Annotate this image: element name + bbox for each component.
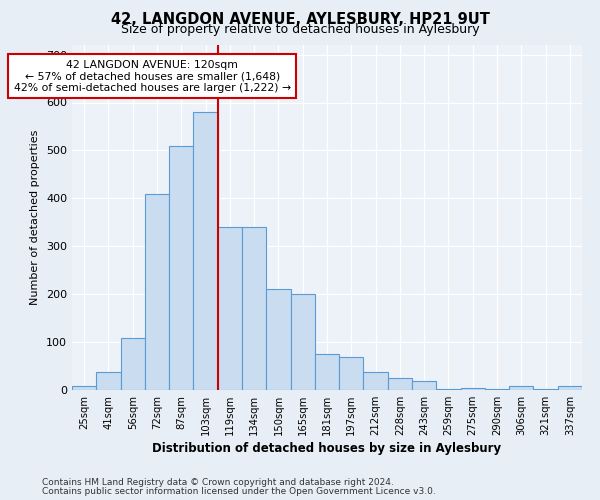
Bar: [266, 290, 290, 390]
Bar: [364, 372, 388, 390]
Bar: [558, 386, 582, 390]
Bar: [315, 354, 339, 390]
Bar: [339, 358, 364, 390]
Text: Contains HM Land Registry data © Crown copyright and database right 2024.: Contains HM Land Registry data © Crown c…: [42, 478, 394, 487]
Bar: [436, 388, 461, 390]
X-axis label: Distribution of detached houses by size in Aylesbury: Distribution of detached houses by size …: [152, 442, 502, 455]
Bar: [96, 372, 121, 390]
Bar: [72, 386, 96, 390]
Text: Size of property relative to detached houses in Aylesbury: Size of property relative to detached ho…: [121, 22, 479, 36]
Y-axis label: Number of detached properties: Number of detached properties: [31, 130, 40, 305]
Text: Contains public sector information licensed under the Open Government Licence v3: Contains public sector information licen…: [42, 486, 436, 496]
Bar: [242, 227, 266, 390]
Bar: [533, 388, 558, 390]
Bar: [193, 112, 218, 390]
Bar: [509, 386, 533, 390]
Bar: [461, 388, 485, 390]
Bar: [388, 378, 412, 390]
Bar: [412, 382, 436, 390]
Text: 42, LANGDON AVENUE, AYLESBURY, HP21 9UT: 42, LANGDON AVENUE, AYLESBURY, HP21 9UT: [110, 12, 490, 28]
Text: 42 LANGDON AVENUE: 120sqm
← 57% of detached houses are smaller (1,648)
42% of se: 42 LANGDON AVENUE: 120sqm ← 57% of detac…: [14, 60, 291, 92]
Bar: [145, 194, 169, 390]
Bar: [169, 146, 193, 390]
Bar: [485, 388, 509, 390]
Bar: [121, 338, 145, 390]
Bar: [218, 227, 242, 390]
Bar: [290, 294, 315, 390]
